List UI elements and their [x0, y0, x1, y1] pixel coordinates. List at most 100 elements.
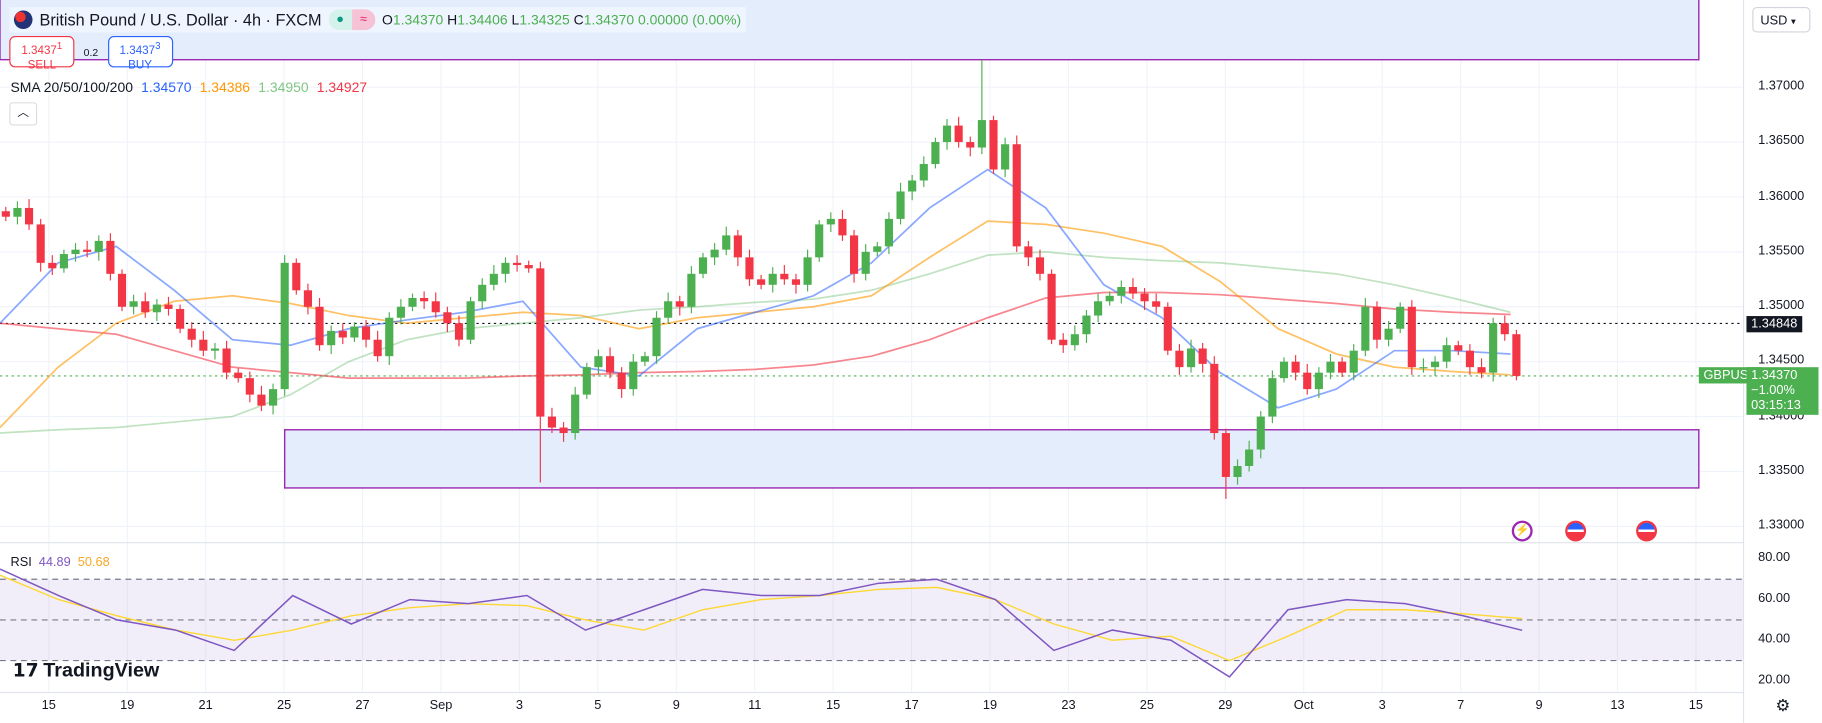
date-tick-label: 19 [120, 698, 135, 713]
buy-label: BUY [128, 59, 152, 73]
candle-body [1477, 367, 1486, 373]
candle-body [629, 361, 638, 390]
open-value: 1.34370 [392, 11, 444, 28]
date-tick-label: 25 [1139, 698, 1155, 713]
candle-body [571, 394, 580, 434]
rsi-tick-label: 20.00 [1758, 672, 1791, 687]
low-value: 1.34325 [519, 11, 570, 28]
candle-body [873, 246, 882, 252]
candle-body [547, 416, 557, 428]
bar-countdown: 03:15:13 [1751, 398, 1801, 413]
date-tick-label: 9 [1535, 698, 1543, 713]
price-tick-label: 1.33500 [1758, 463, 1805, 478]
candle-body [1210, 363, 1219, 434]
candle-body [1384, 328, 1393, 340]
sell-button[interactable]: 1.34371 SELL [9, 36, 75, 72]
date-tick-label: 5 [594, 698, 602, 713]
candle-body [396, 306, 405, 318]
market-status-pill[interactable]: ● ≈ [328, 9, 376, 31]
settings-gear-icon[interactable]: ⚙ [1775, 696, 1791, 715]
candle-body [1082, 315, 1091, 335]
candle-body [1, 211, 10, 217]
last-change: −1.00% [1751, 383, 1795, 398]
date-tick-label: 11 [748, 698, 762, 713]
candle-body [1256, 416, 1265, 450]
buy-button[interactable]: 1.34373 BUY [107, 36, 173, 72]
open-label: O [382, 11, 393, 28]
candle-body [315, 306, 324, 346]
candle-body [896, 191, 905, 219]
candle-body [966, 142, 975, 148]
rsi-ma-value: 50.68 [77, 555, 110, 570]
candle-body [501, 262, 510, 274]
candle-body [1349, 350, 1358, 373]
sma-label: SMA 20/50/100/200 [10, 79, 133, 96]
candle-body [1047, 273, 1056, 340]
candle-body [280, 262, 289, 390]
candle-body [1268, 378, 1277, 417]
symbol-title[interactable]: British Pound / U.S. Dollar · 4h · FXCM [39, 10, 322, 30]
candle-body [675, 301, 684, 307]
candle-body [303, 290, 312, 307]
symbol-tag: GBPUSD [1698, 367, 1763, 384]
rsi-legend[interactable]: RSI 44.89 50.68 [10, 555, 109, 569]
candle-body [1291, 361, 1300, 373]
candle-body [1245, 449, 1254, 466]
candle-body [71, 249, 80, 255]
gbp-usd-flag-icon [13, 10, 33, 30]
date-tick-label: 23 [1061, 698, 1076, 713]
chart-canvas[interactable] [0, 0, 1743, 723]
candle-body [1105, 295, 1114, 302]
sma-legend[interactable]: SMA 20/50/100/200 1.34570 1.34386 1.3495… [10, 79, 367, 95]
candle-body [861, 251, 870, 274]
sma100-line [0, 250, 1511, 434]
us-event-flag-icon[interactable] [1636, 520, 1657, 542]
candle-body [977, 120, 986, 148]
date-tick-label: 21 [198, 698, 213, 713]
currency-label: USD [1760, 13, 1788, 28]
candle-body [1512, 334, 1521, 376]
candle-body [24, 207, 34, 225]
candle-body [117, 273, 127, 307]
us-event-flag-icon[interactable] [1565, 520, 1587, 542]
candle-body [245, 378, 254, 395]
candle-body [420, 297, 429, 302]
candle-body [617, 372, 626, 390]
candle-body [1430, 361, 1440, 368]
rsi-tick-label: 80.00 [1758, 550, 1791, 565]
market-open-dot-icon: ● [328, 9, 352, 31]
candle-body [1198, 348, 1207, 364]
candle-body [931, 142, 940, 165]
symbol-header: British Pound / U.S. Dollar · 4h · FXCM … [9, 6, 746, 33]
high-label: H [447, 11, 458, 28]
candle-body [1500, 323, 1509, 335]
price-axis[interactable]: 1.37000 1.36500 1.36000 1.35500 1.35000 1.345… [1742, 0, 1822, 723]
candle-body [1152, 301, 1161, 307]
sma200-value: 1.34927 [316, 79, 368, 96]
candle-body [664, 301, 673, 318]
last-price-tag: 1.34370 −1.00% 03:15:13 [1746, 367, 1819, 415]
candle-body [257, 394, 266, 406]
event-lightning-icon[interactable]: ⚡ [1511, 520, 1533, 542]
currency-selector[interactable]: USD ▾ [1752, 6, 1811, 33]
tradingview-logo[interactable]: 𝟭𝟳 TradingView [13, 659, 160, 682]
candle-body [791, 279, 801, 285]
candle-body [722, 235, 731, 250]
candle-body [408, 297, 417, 307]
rsi-line [0, 568, 1523, 678]
rsi-label: RSI [10, 555, 32, 570]
candle-body [605, 356, 615, 373]
candle-body [176, 308, 185, 329]
collapse-legend-button[interactable]: ︿ [9, 102, 38, 126]
rsi-value: 44.89 [38, 555, 71, 570]
buy-price: 1.3437 [119, 44, 156, 58]
candle-body [1396, 306, 1405, 329]
candle-body [954, 125, 963, 143]
candle-body [536, 268, 545, 417]
candle-body [361, 326, 371, 340]
candle-body [1175, 350, 1184, 368]
trade-panel: 1.34371 SELL 0.2 1.34373 BUY [9, 36, 173, 72]
candle-body [513, 262, 522, 266]
price-tick-label: 1.36000 [1758, 188, 1805, 203]
